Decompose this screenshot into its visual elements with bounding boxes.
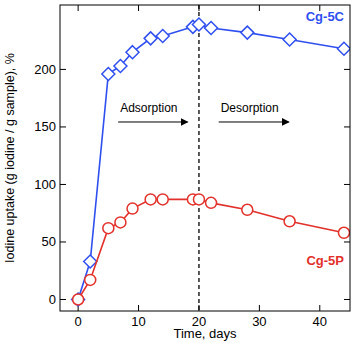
data-point [114, 59, 127, 72]
y-tick-right [344, 241, 350, 242]
y-tick-right [344, 126, 350, 127]
y-tick-right [344, 184, 350, 185]
y-tick [60, 299, 66, 300]
plot-frame [60, 5, 350, 311]
data-point [127, 203, 138, 214]
data-point [72, 293, 85, 306]
series-label: Cg-5P [306, 253, 344, 268]
data-point [206, 197, 217, 208]
y-tick [60, 69, 66, 70]
data-point [337, 42, 350, 55]
data-point [156, 30, 169, 43]
y-tick [60, 184, 66, 185]
chart: 010203040050100150200Time, daysIodine up… [0, 0, 353, 343]
y-tick [60, 126, 66, 127]
data-point [144, 32, 157, 45]
y-axis-label: Iodine uptake (g iodine / g sample), % [3, 53, 17, 263]
y-tick-label: 150 [34, 119, 56, 134]
annotation: Adsorption [120, 101, 177, 115]
x-tick-label: 30 [252, 314, 266, 329]
x-tick-top [78, 5, 79, 11]
x-tick [319, 305, 320, 311]
x-tick-label: 10 [131, 314, 145, 329]
data-point [85, 274, 96, 285]
y-tick-label: 50 [42, 234, 56, 249]
data-point [126, 46, 139, 59]
annotation-arrow [118, 121, 187, 122]
x-axis-label: Time, days [173, 326, 237, 341]
annotation-arrow [219, 121, 289, 122]
data-point [157, 194, 168, 205]
plot-area [72, 18, 350, 306]
y-tick-label: 100 [34, 177, 56, 192]
series-line [78, 199, 344, 299]
data-point [103, 223, 114, 234]
series-label: Cg-5C [306, 9, 345, 24]
reference-line [198, 5, 199, 311]
y-tick-right [344, 299, 350, 300]
x-tick-label: 40 [313, 314, 327, 329]
annotation: Desorption [221, 101, 279, 115]
data-point [145, 194, 156, 205]
x-tick [138, 305, 139, 311]
data-point [284, 216, 295, 227]
data-point [241, 26, 254, 39]
data-point [192, 18, 205, 31]
x-tick-label: 0 [75, 314, 82, 329]
x-tick [259, 305, 260, 311]
y-tick-label: 200 [34, 62, 56, 77]
data-point [242, 204, 253, 215]
x-tick-top [138, 5, 139, 11]
y-tick [60, 241, 66, 242]
x-tick-top [259, 5, 260, 11]
data-point [205, 22, 218, 35]
data-point [102, 68, 115, 81]
data-point [73, 294, 84, 305]
y-tick-right [344, 69, 350, 70]
series-line [78, 25, 344, 300]
data-point [283, 33, 296, 46]
data-point [193, 194, 204, 205]
data-point [115, 217, 126, 228]
data-point [338, 227, 349, 238]
y-tick-label: 0 [49, 292, 56, 307]
